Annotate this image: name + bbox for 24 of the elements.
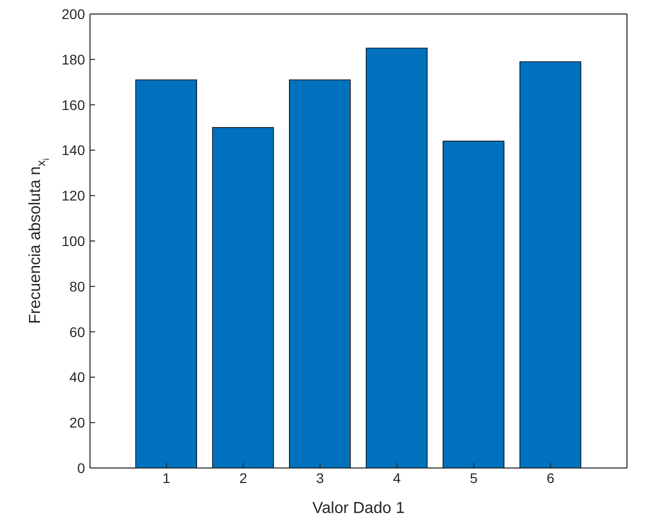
y-tick-label: 60	[69, 324, 86, 340]
bar	[442, 140, 504, 468]
y-tick-label: 180	[62, 51, 86, 68]
x-tick-label: 3	[316, 470, 324, 486]
y-tick-label: 40	[69, 369, 86, 386]
y-tick-label: 140	[62, 142, 86, 158]
y-tick-label: 120	[62, 188, 86, 204]
bar	[366, 48, 428, 468]
x-tick-label: 6	[546, 470, 555, 486]
x-tick-label: 4	[393, 470, 402, 486]
y-tick-label: 80	[69, 278, 86, 294]
y-tick-label: 100	[62, 232, 86, 249]
bar	[212, 127, 274, 468]
y-tick-label: 160	[62, 96, 86, 113]
bar	[289, 79, 351, 468]
y-tick-label: 20	[69, 414, 86, 431]
x-tick-label: 1	[162, 470, 171, 486]
bar	[520, 61, 582, 468]
bar	[135, 79, 198, 468]
y-tick-label: 0	[77, 460, 86, 476]
y-tick-label: 200	[62, 6, 86, 22]
x-tick-label: 5	[470, 470, 478, 486]
x-axis-title: Valor Dado 1	[312, 500, 405, 517]
x-tick-label: 2	[239, 470, 248, 486]
